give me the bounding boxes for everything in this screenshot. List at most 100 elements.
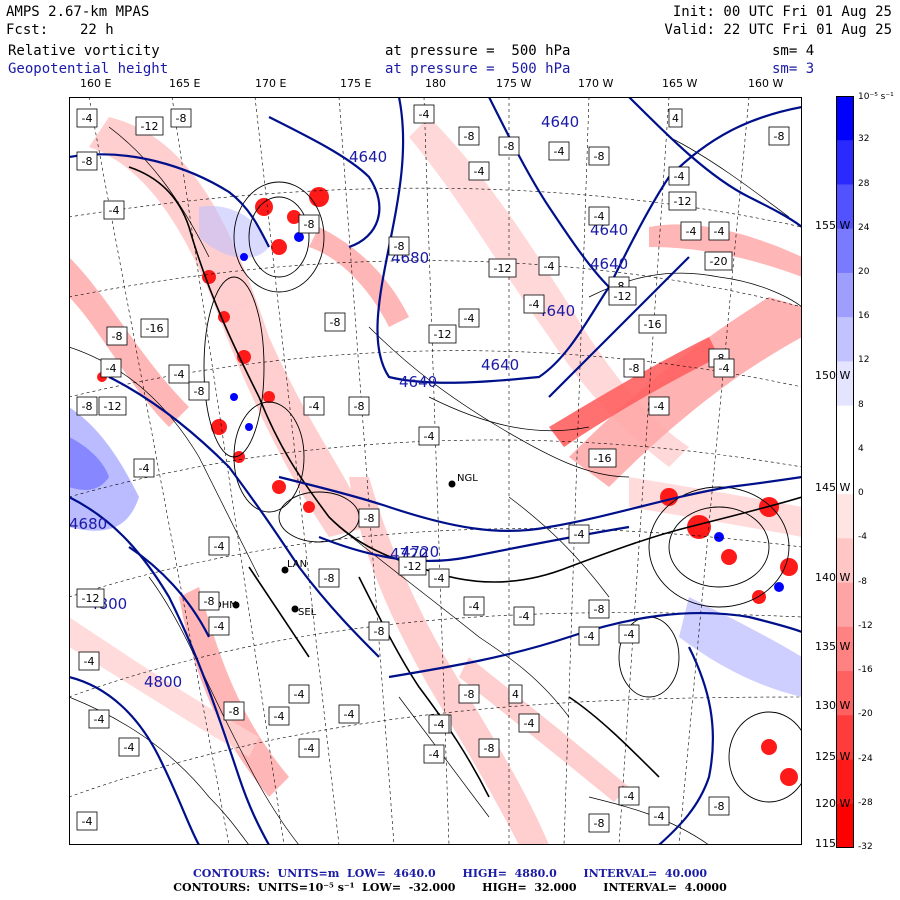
svg-text:-4: -4	[474, 165, 485, 178]
vorticity-label: -4	[418, 426, 440, 446]
vorticity-label: -4	[538, 256, 560, 276]
svg-text:-12: -12	[141, 120, 159, 133]
colorbar-segment	[836, 715, 854, 761]
vorticity-label: -4	[208, 536, 230, 556]
height-contour-label: 4680	[69, 515, 107, 533]
lon-label: 175 W	[496, 77, 532, 90]
height-contour-label: 4720	[401, 543, 439, 561]
colorbar-segment	[836, 96, 854, 141]
colorbar-tick-label: 32	[858, 134, 870, 145]
vorticity-map: 4640464046404640464046404640468046804720…	[69, 97, 802, 845]
vorticity-label: -8	[498, 136, 520, 156]
vorticity-label: -8	[588, 599, 610, 619]
svg-text:-4: -4	[294, 688, 305, 701]
colorbar-tick-label: 28	[858, 178, 870, 189]
colorbar-segment	[836, 538, 854, 584]
svg-text:-8: -8	[464, 688, 475, 701]
svg-text:-4: -4	[214, 540, 225, 553]
svg-text:-4: -4	[344, 708, 355, 721]
svg-text:-8: -8	[204, 595, 215, 608]
vorticity-label: -8	[348, 396, 370, 416]
lon-label: 160 E	[80, 77, 112, 90]
svg-text:-8: -8	[394, 240, 405, 253]
svg-text:-4: -4	[464, 312, 475, 325]
station-markers	[232, 480, 456, 613]
colorbar-segment	[836, 184, 854, 230]
lat-label: 150 W	[815, 369, 851, 382]
colorbar-frame	[836, 96, 854, 848]
field1-smooth: sm= 4	[772, 43, 815, 59]
colorbar	[836, 96, 854, 848]
svg-text:-4: -4	[174, 368, 185, 381]
svg-text:-4: -4	[434, 718, 445, 731]
svg-text:-4: -4	[654, 810, 665, 823]
svg-text:-8: -8	[82, 155, 93, 168]
svg-text:-4: -4	[714, 225, 725, 238]
svg-text:-4: -4	[82, 815, 93, 828]
vorticity-label: -8	[358, 508, 380, 528]
lat-label: 130 W	[815, 699, 851, 712]
colorbar-tick-label: -16	[858, 665, 873, 676]
vorticity-label: -4	[76, 811, 98, 831]
vorticity-label: -4	[513, 606, 535, 626]
lon-label: 165 E	[169, 77, 201, 90]
svg-text:-12: -12	[82, 592, 100, 605]
svg-text:-4: -4	[124, 741, 135, 754]
colorbar-tick-label: 8	[858, 399, 864, 410]
svg-text:-8: -8	[194, 385, 205, 398]
svg-text:4: 4	[512, 688, 519, 701]
footer-height-contours: CONTOURS: UNITS=m LOW= 4640.0 HIGH= 4880…	[193, 867, 707, 880]
vorticity-label: -4	[268, 706, 290, 726]
svg-text:-8: -8	[714, 800, 725, 813]
height-contour-label: 4640	[537, 302, 575, 320]
svg-text:-12: -12	[674, 195, 692, 208]
colorbar-segment	[836, 361, 854, 407]
svg-text:-4: -4	[584, 630, 595, 643]
colorbar-segment	[836, 140, 854, 185]
svg-text:-4: -4	[686, 225, 697, 238]
lon-label: 160 W	[748, 77, 784, 90]
vorticity-label: -4	[568, 524, 590, 544]
svg-text:-4: -4	[554, 145, 565, 158]
vorticity-label: -4	[288, 684, 310, 704]
vorticity-label: -8	[388, 236, 410, 256]
vorticity-label: -12	[428, 324, 457, 344]
vorticity-label: -4	[423, 744, 445, 764]
svg-text:-8: -8	[324, 572, 335, 585]
vorticity-label: 4	[508, 684, 523, 704]
svg-text:-16: -16	[146, 322, 164, 335]
svg-text:-8: -8	[374, 625, 385, 638]
svg-text:-4: -4	[594, 210, 605, 223]
svg-text:-12: -12	[404, 560, 422, 573]
vorticity-label: -12	[98, 396, 127, 416]
vorticity-label: -4	[88, 709, 110, 729]
vorticity-label: -4	[428, 568, 450, 588]
colorbar-tick-label: -12	[858, 620, 873, 631]
vorticity-label: -8	[478, 738, 500, 758]
map-frame	[69, 97, 802, 845]
forecast-hours: 22 h	[80, 22, 114, 38]
vorticity-label: -16	[140, 318, 169, 338]
station-label: SEL	[298, 607, 317, 618]
vorticity-label: -8	[768, 126, 790, 146]
colorbar-tick-label: -28	[858, 797, 873, 808]
svg-text:-4: -4	[624, 628, 635, 641]
vorticity-label: -8	[708, 796, 730, 816]
svg-text:-8: -8	[714, 352, 725, 365]
colorbar-tick-label: 4	[858, 443, 864, 454]
lon-label: 175 E	[340, 77, 372, 90]
svg-text:-4: -4	[519, 610, 530, 623]
field2-smooth: sm= 3	[772, 61, 815, 77]
vorticity-label: -8	[458, 684, 480, 704]
svg-text:-8: -8	[484, 742, 495, 755]
lat-label: 145 W	[815, 481, 851, 494]
vorticity-label: -8	[188, 381, 210, 401]
vorticity-label: -4	[103, 200, 125, 220]
svg-text:4: 4	[672, 112, 679, 125]
colorbar-tick-label: 0	[858, 488, 864, 499]
vorticity-label: -4	[680, 221, 702, 241]
colorbar-segment	[836, 759, 854, 805]
coastline	[128, 166, 802, 798]
lon-label: 180	[425, 77, 446, 90]
model-title: AMPS 2.67-km MPAS	[6, 4, 150, 20]
